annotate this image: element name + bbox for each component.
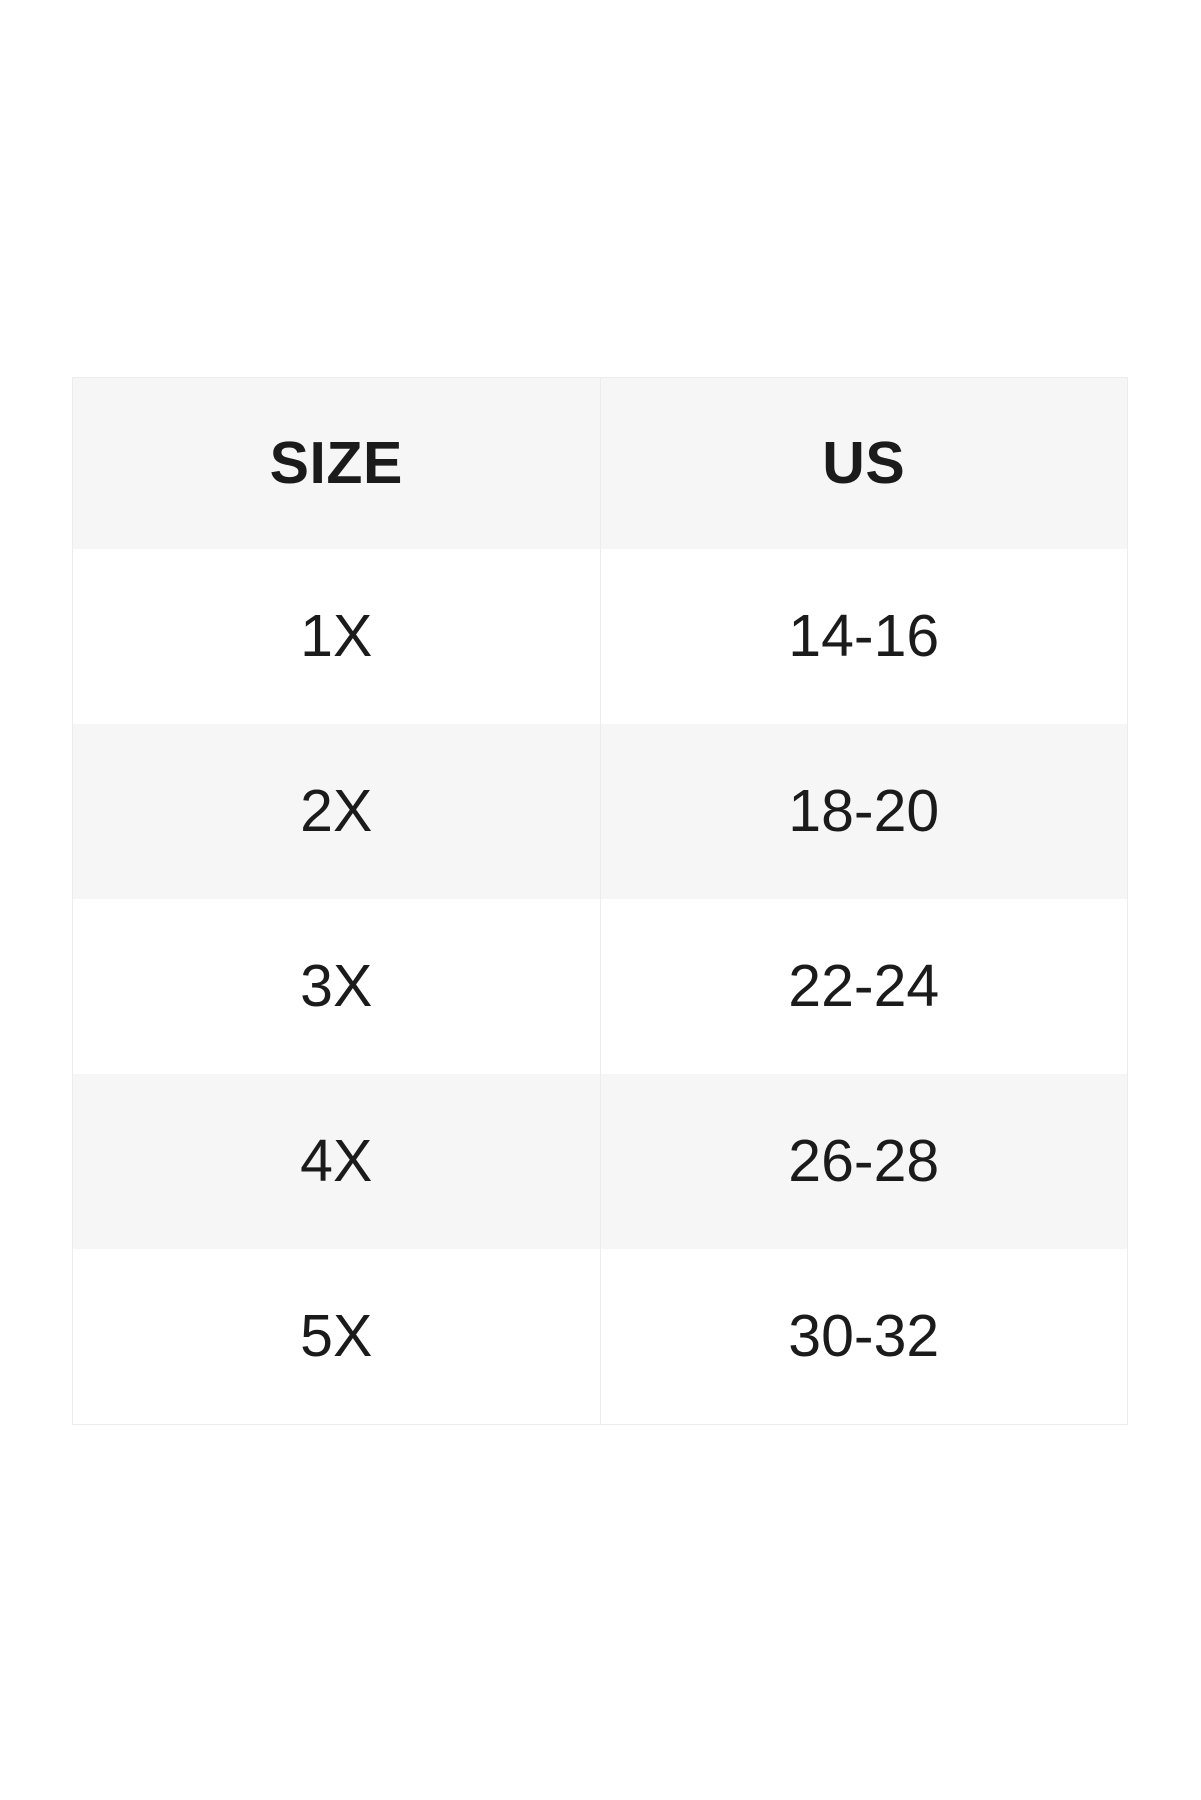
us-cell: 14-16 bbox=[599, 549, 1128, 724]
table-row: 2X 18-20 bbox=[72, 724, 1128, 899]
table-header-row: SIZE US bbox=[72, 377, 1128, 549]
size-chart-table: SIZE US 1X 14-16 2X 18-20 3X 22-24 4X 26… bbox=[72, 377, 1128, 1425]
us-cell: 26-28 bbox=[599, 1074, 1128, 1249]
us-cell: 18-20 bbox=[599, 724, 1128, 899]
table-row: 5X 30-32 bbox=[72, 1249, 1128, 1425]
table-row: 3X 22-24 bbox=[72, 899, 1128, 1074]
size-cell: 1X bbox=[72, 549, 600, 724]
us-cell: 22-24 bbox=[599, 899, 1128, 1074]
column-header-us: US bbox=[599, 377, 1128, 549]
size-cell: 4X bbox=[72, 1074, 600, 1249]
table-row: 1X 14-16 bbox=[72, 549, 1128, 724]
size-cell: 5X bbox=[72, 1249, 600, 1425]
size-cell: 3X bbox=[72, 899, 600, 1074]
us-cell: 30-32 bbox=[599, 1249, 1128, 1425]
table-row: 4X 26-28 bbox=[72, 1074, 1128, 1249]
column-header-size: SIZE bbox=[72, 377, 600, 549]
size-cell: 2X bbox=[72, 724, 600, 899]
